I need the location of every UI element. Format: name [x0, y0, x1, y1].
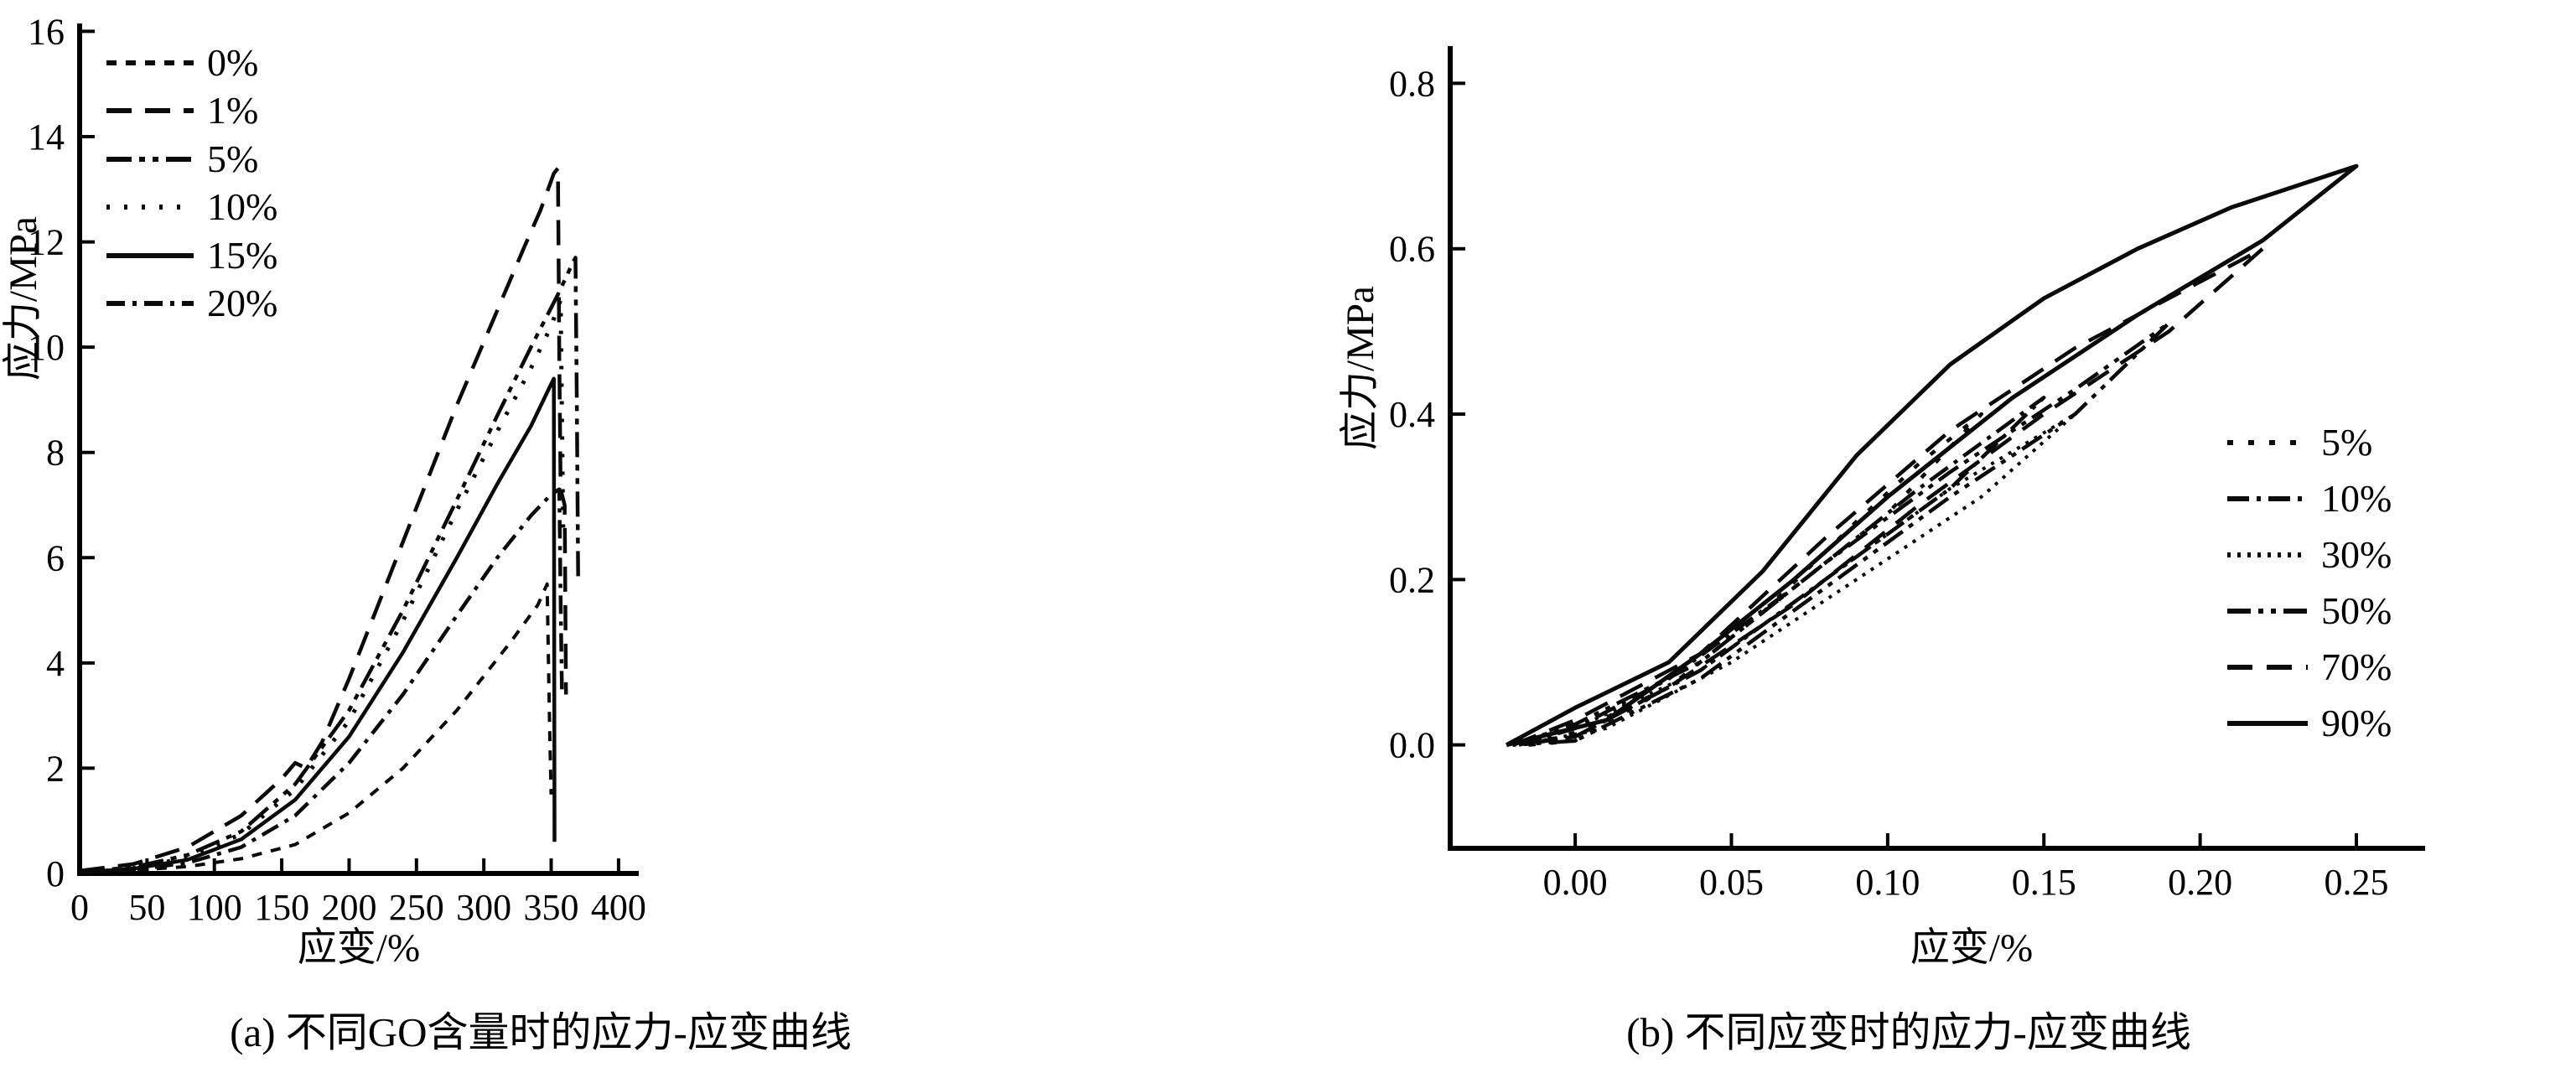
legend-label: 90%	[2321, 701, 2392, 744]
series-line-0%	[79, 582, 553, 874]
series-line-5%	[1527, 412, 1983, 747]
legend-label: 20%	[207, 282, 278, 325]
series-line-5%	[79, 256, 580, 874]
y-tick-label: 0.8	[1389, 63, 1435, 104]
y-tick-label: 16	[28, 11, 65, 52]
caption-b: (b) 不同应变时的应力-应变曲线	[1626, 1009, 2191, 1055]
legend-item-50%: 50%	[2226, 583, 2392, 639]
series-line-15%	[79, 376, 557, 874]
legend-line-sample	[2227, 720, 2308, 726]
legend-line-sample	[106, 60, 194, 65]
y-axis-label-b: 应力/MPa	[1339, 286, 1382, 450]
x-tick-label: 0.15	[2012, 862, 2076, 903]
x-axis-label-a: 应变/%	[297, 926, 421, 970]
legend-line-sample	[2227, 495, 2308, 501]
y-tick-label: 0	[46, 853, 65, 894]
y-axis-label-a: 应力/MPa	[2, 216, 45, 381]
legend-item-70%: 70%	[2226, 639, 2392, 695]
x-tick-label: 0.05	[1699, 862, 1764, 903]
series-line-90%	[1505, 163, 2359, 748]
legend-item-10%: 10%	[105, 184, 277, 232]
y-tick-label: 0.4	[1389, 394, 1435, 435]
y-tick-label: 2	[46, 748, 65, 789]
x-tick-label: 350	[524, 887, 579, 928]
y-tick-label: 0.6	[1389, 229, 1435, 270]
legend-line-sample	[106, 252, 194, 258]
y-tick-label: 12	[28, 222, 65, 263]
legend-item-30%: 30%	[2226, 526, 2392, 583]
x-tick-label: 0	[70, 887, 89, 928]
legend-item-10%: 10%	[2226, 470, 2392, 526]
legend-label: 1%	[207, 89, 259, 132]
series-line-10%	[79, 298, 566, 874]
legend-line-sample	[106, 108, 194, 114]
legend-a: 0% 1% 5% 10% 15% 20%	[105, 39, 277, 328]
series-line-20%	[79, 487, 564, 874]
x-tick-label: 200	[321, 887, 376, 928]
x-tick-label: 0.25	[2324, 862, 2388, 903]
legend-label: 10%	[2321, 476, 2392, 520]
legend-item-15%: 15%	[105, 231, 277, 280]
plot-area-a: 0 50 100 150 200 250 300 350 400 0 2 4 6 8 10 12 14 16	[28, 11, 646, 928]
legend-label: 10%	[207, 185, 278, 229]
legend-line-sample	[106, 156, 194, 162]
x-tick-label: 300	[456, 887, 511, 928]
series-line-1%	[79, 166, 568, 873]
legend-line-sample	[106, 205, 194, 210]
legend-label: 50%	[2321, 588, 2392, 632]
caption-a: (a) 不同GO含量时的应力-应变曲线	[230, 1009, 852, 1055]
series-line-10%	[1518, 396, 2046, 747]
legend-label: 0%	[207, 40, 259, 84]
legend-label: 5%	[207, 137, 259, 180]
y-tick-label: 0.2	[1389, 559, 1435, 600]
plot-area-b: 0.00 0.05 0.10 0.15 0.20 0.25 0.0 0.2 0.4 0.6 0.8	[1389, 46, 2425, 903]
x-axis-label-b: 应变/%	[1910, 926, 2034, 970]
legend-label: 70%	[2321, 645, 2392, 688]
y-tick-label: 14	[28, 117, 65, 158]
axis-spines	[1448, 46, 2425, 851]
x-tick-label: 50	[128, 887, 165, 928]
legend-label: 5%	[2321, 420, 2373, 464]
figure-a: 0 50 100 150 200 250 300 350 400 0 2 4 6 8 10 12 14 16 应力…	[2, 11, 852, 1055]
x-tick-label: 250	[389, 887, 444, 928]
figure-b: 0.00 0.05 0.10 0.15 0.20 0.25 0.0 0.2 0.4 0.6 0.8 …	[1288, 0, 2576, 1078]
legend-b: 5% 10% 30% 50% 70% 90%	[2226, 414, 2392, 751]
legend-line-sample	[106, 301, 194, 307]
y-tick-label: 0.0	[1389, 725, 1435, 766]
series-line-50%	[1511, 321, 2171, 747]
legend-line-sample	[2227, 552, 2308, 557]
legend-line-sample	[2227, 664, 2308, 670]
y-tick-label: 8	[46, 433, 65, 474]
legend-item-90%: 90%	[2226, 695, 2392, 751]
legend-label: 15%	[207, 233, 278, 277]
legend-label: 30%	[2321, 532, 2392, 576]
y-tick-label: 10	[28, 327, 65, 368]
x-tick-label: 400	[591, 887, 646, 928]
x-tick-label: 100	[187, 887, 242, 928]
x-tick-label: 150	[254, 887, 309, 928]
legend-item-5%: 5%	[105, 135, 277, 184]
y-tick-label: 6	[46, 537, 65, 578]
x-tick-label: 0.20	[2168, 862, 2232, 903]
legend-item-5%: 5%	[2226, 414, 2392, 470]
y-tick-label: 4	[46, 643, 65, 684]
series-line-70%	[1511, 246, 2265, 747]
x-tick-label: 0.10	[1855, 862, 1920, 903]
legend-item-20%: 20%	[105, 280, 277, 329]
legend-line-sample	[2227, 439, 2308, 445]
legend-line-sample	[2227, 608, 2308, 614]
legend-item-1%: 1%	[105, 87, 277, 136]
legend-item-0%: 0%	[105, 39, 277, 87]
x-tick-label: 0.00	[1543, 862, 1608, 903]
